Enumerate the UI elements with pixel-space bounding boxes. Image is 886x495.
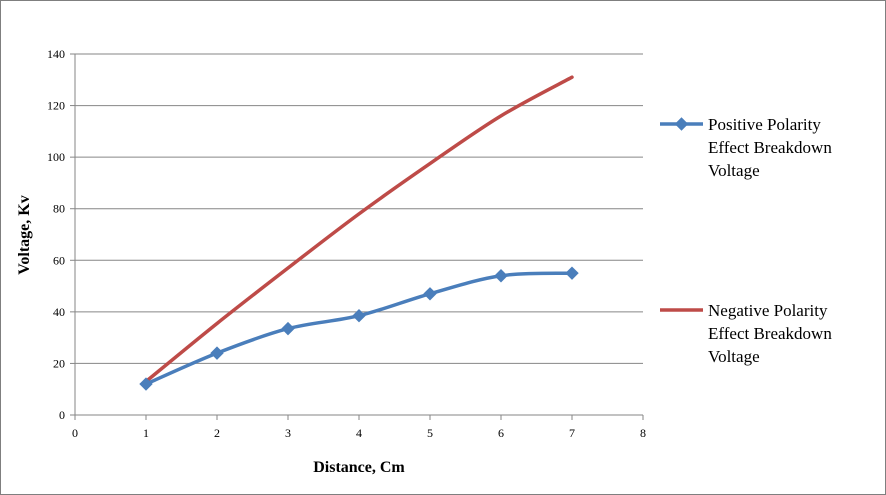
y-tick-label: 60 <box>53 253 65 267</box>
data-point-positive <box>210 346 224 360</box>
legend-label-positive: Voltage <box>708 161 760 180</box>
y-axis-title: Voltage, Kv <box>16 195 33 274</box>
data-point-positive <box>423 287 437 301</box>
y-tick-label: 140 <box>47 47 65 61</box>
x-tick-label: 7 <box>569 426 575 440</box>
data-point-positive <box>281 321 295 336</box>
y-tick-label: 100 <box>47 150 65 164</box>
data-point-positive <box>139 377 153 391</box>
legend-label-negative: Negative Polarity <box>708 301 828 320</box>
legend-label-positive: Effect Breakdown <box>708 138 832 157</box>
y-tick-label: 20 <box>53 356 65 370</box>
x-tick-label: 0 <box>72 426 78 440</box>
legend-label-negative: Effect Breakdown <box>708 324 832 343</box>
x-axis-title: Distance, Cm <box>313 459 405 476</box>
tick-labels: 0 20 40 60 80 100 120 140 0 1 2 3 4 5 6 7 8 <box>47 47 646 440</box>
legend-label-negative: Voltage <box>708 347 760 366</box>
x-tick-label: 3 <box>285 426 291 440</box>
y-tick-label: 40 <box>53 305 65 319</box>
y-tick-label: 0 <box>59 408 65 422</box>
y-tick-label: 120 <box>47 99 65 113</box>
legend: Positive Polarity Effect Breakdown Voltage… <box>660 115 832 366</box>
y-tick-label: 80 <box>53 202 65 216</box>
series-group <box>139 75 579 391</box>
x-tick-label: 8 <box>640 426 646 440</box>
data-point-positive <box>494 269 508 283</box>
x-tick-label: 4 <box>356 426 362 440</box>
legend-marker-positive <box>674 117 689 131</box>
legend-label-positive: Positive Polarity <box>708 115 821 134</box>
x-tick-label: 5 <box>427 426 433 440</box>
x-tick-label: 1 <box>143 426 149 440</box>
data-point-positive <box>352 309 366 323</box>
x-tick-label: 6 <box>498 426 504 440</box>
axes <box>74 54 643 416</box>
data-point-positive <box>565 266 579 280</box>
series-line-negative <box>144 75 574 384</box>
x-tick-label: 2 <box>214 426 220 440</box>
